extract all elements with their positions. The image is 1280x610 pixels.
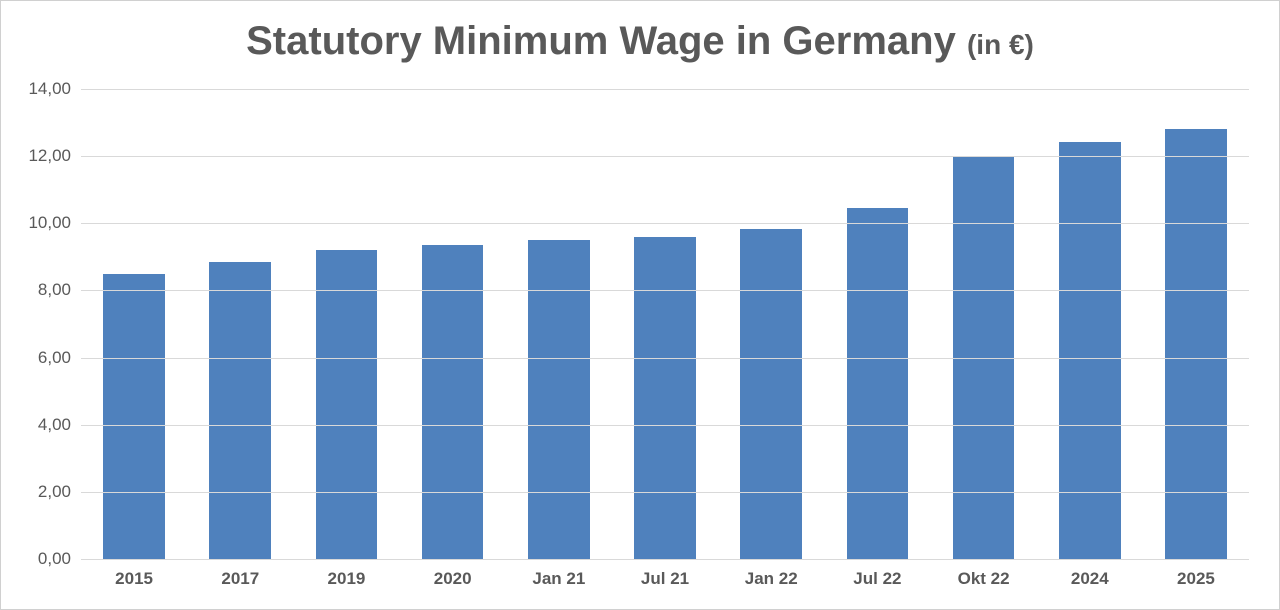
x-axis-label: 2024 — [1071, 569, 1109, 589]
bar — [209, 262, 271, 559]
grid-line — [81, 89, 1249, 90]
bar-slot: Jan 21 — [506, 89, 612, 559]
bar-slot: Okt 22 — [931, 89, 1037, 559]
bar — [740, 229, 802, 559]
y-axis-label: 12,00 — [13, 146, 71, 166]
bar — [422, 245, 484, 559]
bar-slot: Jul 22 — [824, 89, 930, 559]
x-axis-label: 2025 — [1177, 569, 1215, 589]
chart-title-sub: (in €) — [967, 29, 1034, 60]
grid-line — [81, 425, 1249, 426]
bar-slot: 2015 — [81, 89, 187, 559]
y-axis-label: 2,00 — [13, 482, 71, 502]
bar-slot: 2025 — [1143, 89, 1249, 559]
chart-container: Statutory Minimum Wage in Germany (in €)… — [0, 0, 1280, 610]
grid-line — [81, 223, 1249, 224]
y-axis-label: 8,00 — [13, 280, 71, 300]
y-axis-label: 4,00 — [13, 415, 71, 435]
grid-line — [81, 358, 1249, 359]
x-axis-label: 2020 — [434, 569, 472, 589]
bar-slot: 2017 — [187, 89, 293, 559]
x-axis-label: Okt 22 — [958, 569, 1010, 589]
bar — [1059, 142, 1121, 559]
bar — [847, 208, 909, 559]
y-axis-label: 0,00 — [13, 549, 71, 569]
chart-title: Statutory Minimum Wage in Germany (in €) — [1, 1, 1279, 70]
grid-line — [81, 492, 1249, 493]
bar-slot: 2020 — [400, 89, 506, 559]
y-axis-label: 6,00 — [13, 348, 71, 368]
x-axis-label: Jul 21 — [641, 569, 689, 589]
bar — [103, 274, 165, 559]
grid-line — [81, 156, 1249, 157]
x-axis-label: Jul 22 — [853, 569, 901, 589]
bar-slot: Jul 21 — [612, 89, 718, 559]
bar-slot: 2024 — [1037, 89, 1143, 559]
bar — [316, 250, 378, 559]
chart-title-main: Statutory Minimum Wage in Germany — [246, 19, 967, 63]
bar-slot: Jan 22 — [718, 89, 824, 559]
y-axis-label: 14,00 — [13, 79, 71, 99]
y-axis-label: 10,00 — [13, 213, 71, 233]
x-axis-label: 2017 — [221, 569, 259, 589]
bar — [528, 240, 590, 559]
bar-slot: 2019 — [293, 89, 399, 559]
x-axis-label: Jan 22 — [745, 569, 798, 589]
bar — [1165, 129, 1227, 559]
x-axis-label: 2015 — [115, 569, 153, 589]
x-axis-label: Jan 21 — [532, 569, 585, 589]
bars-row: 2015201720192020Jan 21Jul 21Jan 22Jul 22… — [81, 89, 1249, 559]
x-axis-label: 2019 — [328, 569, 366, 589]
grid-line — [81, 290, 1249, 291]
bar — [634, 237, 696, 559]
plot-area: 2015201720192020Jan 21Jul 21Jan 22Jul 22… — [81, 89, 1249, 559]
grid-line — [81, 559, 1249, 560]
